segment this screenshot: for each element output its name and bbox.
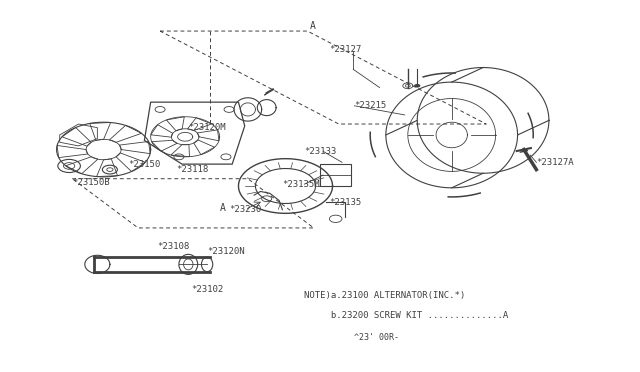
Text: ^23' 00R-: ^23' 00R-	[355, 333, 399, 342]
Text: *23135M: *23135M	[282, 180, 320, 189]
Text: *23108: *23108	[157, 242, 189, 251]
Text: NOTE)a.23100 ALTERNATOR(INC.*): NOTE)a.23100 ALTERNATOR(INC.*)	[305, 291, 465, 300]
Text: *23133: *23133	[305, 147, 337, 156]
Text: *23150B: *23150B	[72, 178, 110, 187]
Text: *23230: *23230	[229, 205, 261, 214]
Text: A: A	[220, 203, 226, 213]
Text: *23127: *23127	[330, 45, 362, 54]
Text: *23120N: *23120N	[207, 247, 244, 256]
Text: *23127A: *23127A	[536, 158, 574, 167]
Text: *23215: *23215	[355, 101, 387, 110]
Text: *23120M: *23120M	[188, 123, 226, 132]
Text: *23150: *23150	[129, 160, 161, 169]
Text: b.23200 SCREW KIT ..............A: b.23200 SCREW KIT ..............A	[305, 311, 509, 320]
Text: *23135: *23135	[330, 198, 362, 207]
Text: *23102: *23102	[191, 285, 223, 294]
Circle shape	[414, 84, 420, 87]
Text: *23118: *23118	[176, 165, 208, 174]
Text: A: A	[310, 21, 316, 31]
